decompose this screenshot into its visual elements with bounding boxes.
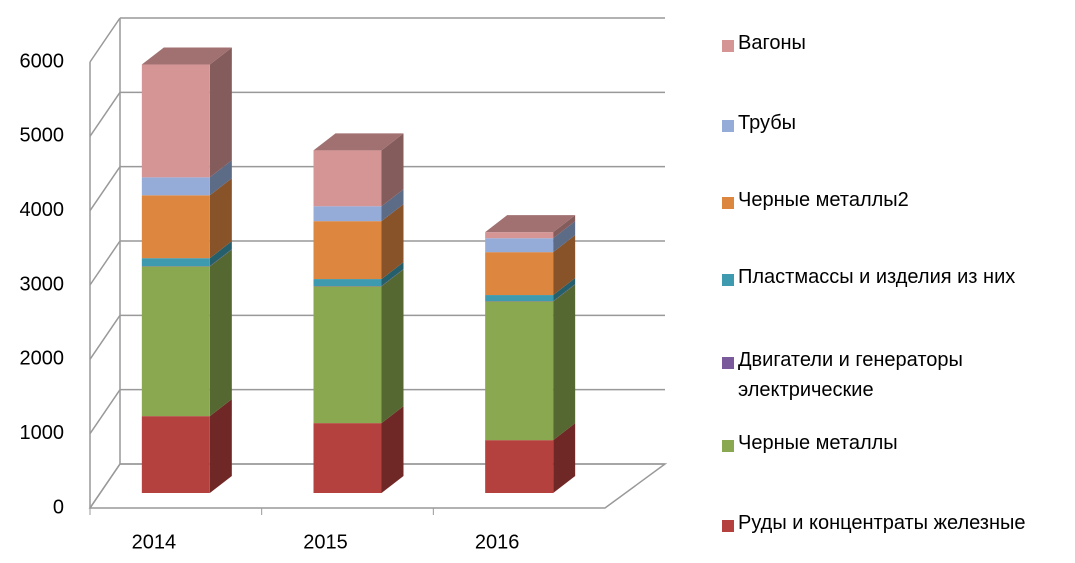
grid-diagonal — [89, 463, 121, 509]
legend-swatch — [722, 357, 734, 369]
legend-swatch — [722, 197, 734, 209]
grid-line — [89, 17, 665, 63]
bar-top — [485, 215, 576, 233]
bar-segment — [485, 440, 554, 493]
bar-side — [553, 278, 576, 302]
legend-label: Трубы — [738, 112, 797, 134]
bar-segment — [141, 177, 210, 196]
grid-diagonal — [89, 389, 121, 435]
x-tick-label: 2015 — [303, 531, 348, 553]
bar-side — [381, 406, 404, 493]
bar-side — [553, 284, 576, 302]
bar-segment — [485, 252, 554, 296]
bar-segment — [141, 416, 210, 493]
legend-item: Черные металлы — [722, 432, 1072, 458]
x-tick-label: 2014 — [132, 531, 177, 553]
bar-segment — [141, 195, 210, 259]
bar-side — [209, 249, 232, 417]
legend-label: Пластмассы и изделия из них — [738, 266, 1016, 288]
bar-top — [313, 133, 404, 151]
bar-side — [381, 269, 404, 424]
legend-item: Двигатели и генераторы электрические — [722, 349, 1072, 405]
bar-segment — [313, 423, 382, 493]
bar-segment — [313, 206, 382, 222]
legend-swatch — [722, 440, 734, 452]
y-tick-label: 3000 — [20, 273, 65, 295]
bar-side — [381, 262, 404, 287]
bar-segment — [141, 266, 210, 417]
legend-label: Руды и концентраты железные — [738, 512, 1026, 534]
bar-segment — [485, 295, 554, 302]
bar-side — [209, 47, 232, 178]
bar-segment — [485, 238, 554, 253]
bar-side — [209, 249, 232, 267]
legend-swatch — [722, 40, 734, 52]
bar-side — [381, 269, 404, 287]
legend-label: Двигатели и генераторы электрические — [738, 349, 963, 401]
grid-diagonal — [89, 240, 121, 286]
bar-side — [553, 423, 576, 493]
bar-side — [381, 189, 404, 222]
legend-swatch — [722, 520, 734, 532]
bar-segment — [313, 221, 382, 280]
legend-label: Черные металлы — [738, 432, 898, 454]
bar-side — [553, 215, 576, 239]
grid-diagonal — [89, 166, 121, 212]
y-tick-label: 4000 — [20, 199, 65, 221]
legend-item: Руды и концентраты железные — [722, 512, 1072, 538]
bar-side — [553, 221, 576, 253]
bar-segment — [485, 232, 554, 239]
bar-top — [141, 47, 232, 65]
legend-item: Трубы — [722, 112, 1072, 138]
bar-segment — [313, 286, 382, 424]
bar-side — [209, 178, 232, 259]
bar-segment — [141, 64, 210, 178]
bar-side — [209, 399, 232, 493]
legend-item: Вагоны — [722, 32, 1072, 58]
bar-side — [381, 204, 404, 280]
legend-item: Черные металлы2 — [722, 189, 1072, 215]
bar-side — [553, 235, 576, 296]
bar-segment — [313, 279, 382, 287]
y-tick-label: 5000 — [20, 125, 65, 147]
legend-swatch — [722, 274, 734, 286]
bar-side — [553, 284, 576, 441]
bar-segment — [141, 258, 210, 267]
bar-side — [209, 241, 232, 267]
legend-label: Черные металлы2 — [738, 189, 909, 211]
legend-label: Вагоны — [738, 32, 806, 54]
y-tick-label: 6000 — [20, 50, 65, 72]
y-tick-label: 2000 — [20, 348, 65, 370]
y-tick-label: 0 — [53, 496, 64, 518]
bar-segment — [485, 301, 554, 441]
grid-diagonal — [89, 91, 121, 137]
legend-item: Пластмассы и изделия из них — [722, 266, 1072, 292]
x-tick-label: 2016 — [475, 531, 520, 553]
bar-side — [381, 133, 404, 207]
grid-diagonal — [89, 17, 121, 63]
bar-segment — [313, 150, 382, 207]
legend-swatch — [722, 120, 734, 132]
bar-side — [209, 160, 232, 196]
grid-diagonal — [89, 314, 121, 360]
y-tick-label: 1000 — [20, 422, 65, 444]
